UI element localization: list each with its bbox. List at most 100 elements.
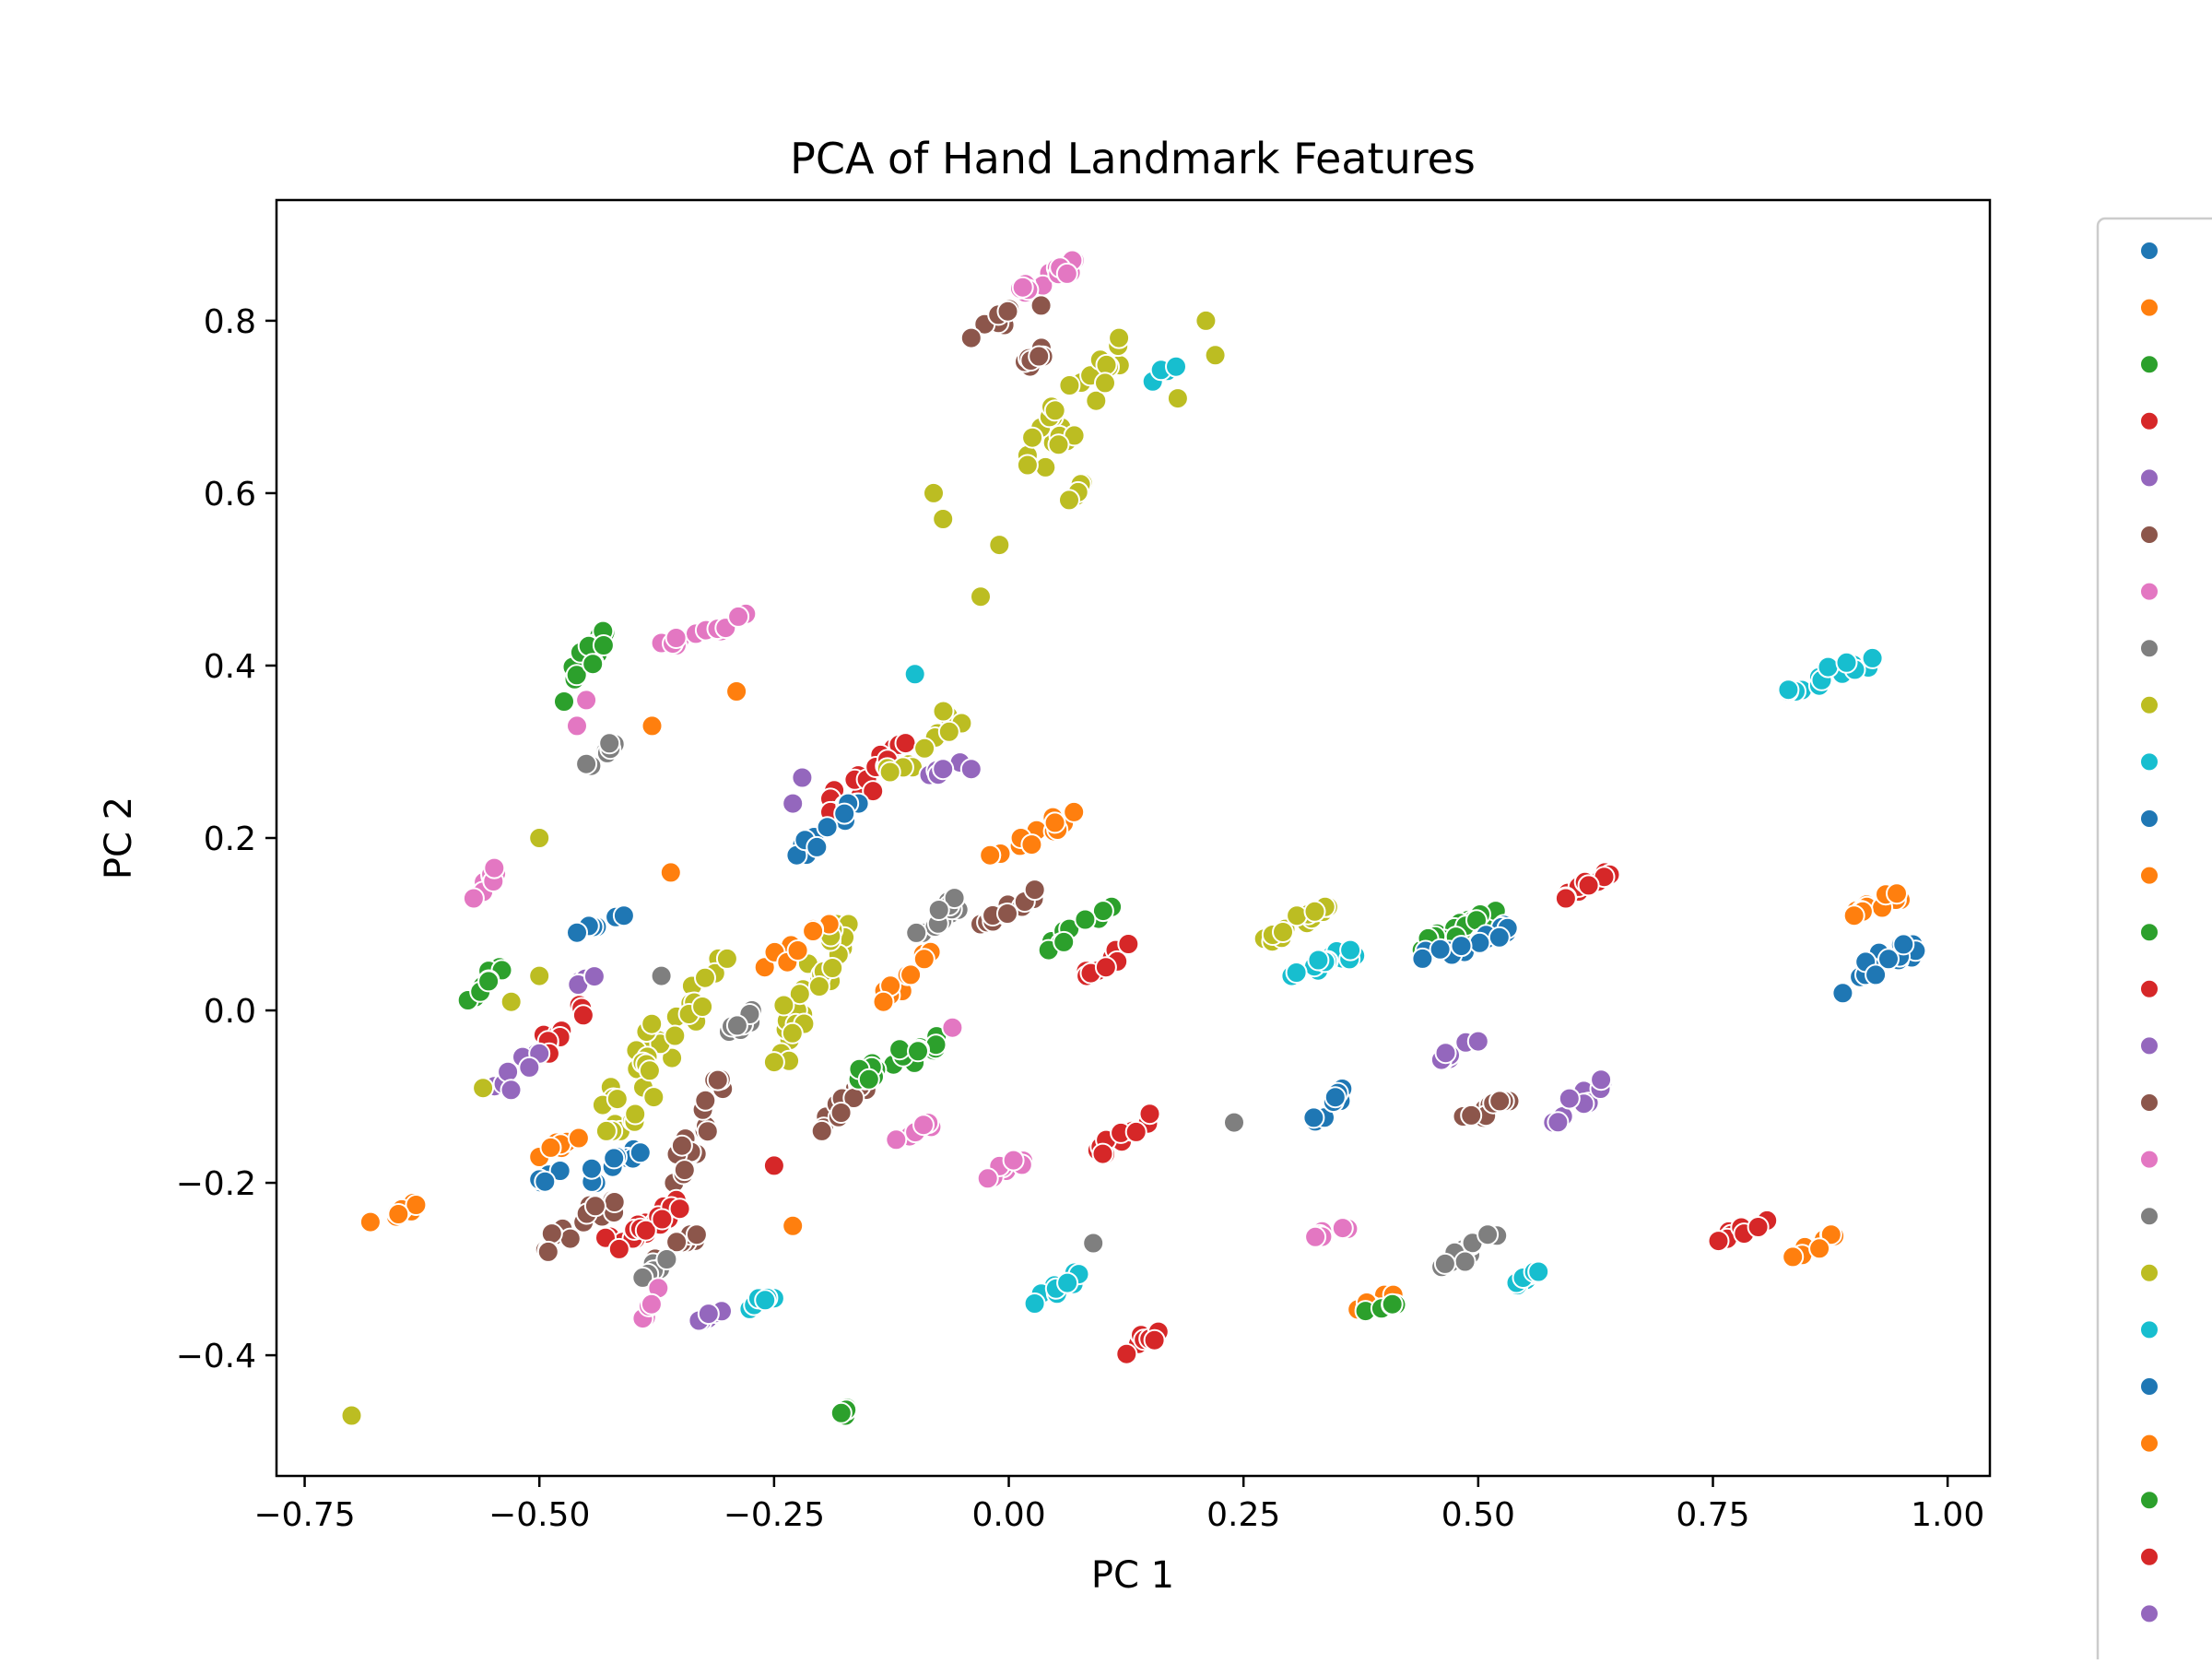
scatter-point bbox=[685, 1223, 708, 1246]
x-axis-label: PC 1 bbox=[1091, 1554, 1174, 1597]
scatter-point bbox=[1082, 1232, 1105, 1255]
scatter-point bbox=[1023, 879, 1046, 902]
scatter-point bbox=[1063, 800, 1086, 823]
scatter-point bbox=[872, 990, 895, 1013]
scatter-point bbox=[1468, 931, 1491, 954]
y-tick-label: −0.4 bbox=[176, 1338, 256, 1375]
legend-marker bbox=[2139, 1149, 2159, 1170]
scatter-point bbox=[857, 1068, 880, 1091]
scatter-point bbox=[821, 957, 844, 979]
scatter-point bbox=[1453, 1250, 1477, 1273]
scatter-point bbox=[1058, 374, 1081, 396]
scatter-point bbox=[340, 1404, 363, 1427]
scatter-point bbox=[1053, 930, 1076, 953]
scatter-point bbox=[691, 996, 714, 1018]
scatter-point bbox=[1143, 1328, 1166, 1351]
scatter-point bbox=[1339, 938, 1362, 962]
scatter-point bbox=[612, 904, 635, 927]
scatter-point bbox=[673, 1159, 696, 1182]
scatter-point bbox=[1466, 1030, 1489, 1053]
scatter-point bbox=[1002, 1149, 1025, 1172]
scatter-point bbox=[807, 975, 830, 997]
scatter-point bbox=[1108, 326, 1131, 349]
scatter-point bbox=[753, 956, 776, 979]
y-tick-label: 0.8 bbox=[204, 303, 256, 341]
scatter-point bbox=[923, 481, 945, 504]
scatter-point bbox=[665, 627, 688, 649]
x-tick-label: 0.25 bbox=[1206, 1496, 1280, 1534]
x-tick-label: −0.75 bbox=[253, 1496, 355, 1534]
scatter-point bbox=[575, 752, 598, 775]
scatter-point bbox=[534, 1170, 557, 1193]
scatter-point bbox=[927, 899, 950, 921]
scatter-point bbox=[725, 680, 748, 702]
scatter-point bbox=[1223, 1111, 1245, 1134]
scatter-point bbox=[1115, 1342, 1138, 1365]
scatter-point bbox=[1747, 1216, 1770, 1238]
scatter-point bbox=[1016, 454, 1039, 477]
scatter-point bbox=[583, 1195, 606, 1218]
scatter-point bbox=[1460, 1103, 1483, 1127]
legend-marker bbox=[2139, 297, 2159, 318]
y-axis: −0.4 −0.2 0.0 0.2 0.4 0.6 0.8 bbox=[176, 303, 276, 1375]
scatter-point bbox=[1055, 262, 1078, 285]
scatter-point bbox=[1194, 309, 1218, 332]
legend-marker bbox=[2139, 751, 2159, 773]
scatter-point bbox=[1527, 1260, 1550, 1283]
scatter-point bbox=[670, 1134, 693, 1157]
scatter-point bbox=[1865, 963, 1888, 986]
scatter-point bbox=[996, 300, 1019, 323]
x-axis: −0.75 −0.50 −0.25 0.00 0.25 0.50 0.75 1.00 bbox=[253, 1476, 1984, 1534]
scatter-point bbox=[641, 1012, 664, 1035]
scatter-point bbox=[387, 1203, 410, 1225]
scatter-point bbox=[497, 1060, 520, 1083]
scatter-point bbox=[1094, 372, 1116, 395]
scatter-point bbox=[603, 1191, 626, 1213]
scatter-point bbox=[540, 1222, 563, 1245]
scatter-point bbox=[1023, 1292, 1046, 1315]
scatter-point bbox=[888, 1038, 912, 1061]
legend-marker bbox=[2139, 1206, 2159, 1227]
scatter-point bbox=[528, 827, 551, 849]
scatter-point bbox=[1272, 921, 1294, 943]
scatter-point bbox=[1488, 926, 1511, 949]
scatter-point bbox=[566, 714, 588, 738]
scatter-point bbox=[629, 1141, 652, 1164]
legend-marker bbox=[2139, 467, 2159, 489]
scatter-point bbox=[900, 963, 923, 986]
scatter-point bbox=[1886, 882, 1908, 905]
scatter-point bbox=[1558, 1087, 1581, 1110]
scatter-point bbox=[1138, 1103, 1161, 1126]
scatter-point bbox=[1124, 1120, 1147, 1143]
scatter-point bbox=[536, 1240, 559, 1263]
scatter-point bbox=[500, 990, 523, 1013]
legend-marker bbox=[2139, 1603, 2159, 1624]
scatter-point bbox=[1302, 1106, 1325, 1129]
scatter-point bbox=[1808, 1237, 1831, 1260]
scatter-point bbox=[1091, 900, 1114, 923]
scatter-point bbox=[694, 1089, 717, 1112]
scatter-point bbox=[405, 1194, 428, 1216]
scatter-point bbox=[694, 966, 716, 989]
scatter-point bbox=[830, 1102, 853, 1124]
scatter-point bbox=[592, 634, 615, 656]
y-axis-label: PC 2 bbox=[98, 797, 140, 879]
scatter-point bbox=[582, 965, 606, 988]
y-tick-label: 0.4 bbox=[204, 648, 256, 686]
scatter-point bbox=[1307, 949, 1330, 972]
scatter-point bbox=[1547, 1111, 1570, 1134]
x-tick-label: 0.00 bbox=[971, 1496, 1045, 1534]
scatter-point bbox=[932, 700, 955, 723]
legend-marker bbox=[2139, 978, 2159, 999]
scatter-point bbox=[894, 732, 917, 755]
x-tick-label: 1.00 bbox=[1911, 1496, 1984, 1534]
legend-marker bbox=[2139, 638, 2159, 659]
legend-marker bbox=[2139, 1433, 2159, 1454]
scatter-point bbox=[816, 816, 839, 839]
scatter-point bbox=[878, 761, 901, 784]
scatter-point bbox=[1165, 355, 1187, 378]
scatter-point bbox=[462, 887, 485, 910]
scatter-point bbox=[903, 663, 926, 686]
scatter-point bbox=[528, 964, 551, 987]
